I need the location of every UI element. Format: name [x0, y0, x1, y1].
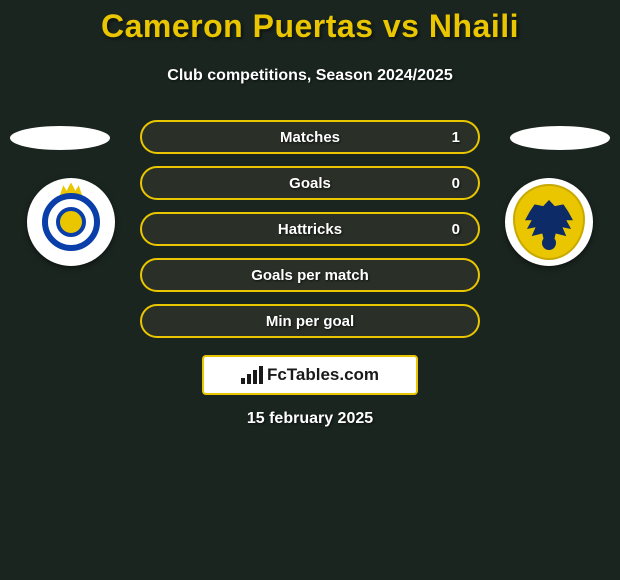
player-right-placeholder — [510, 126, 610, 150]
stat-value: 0 — [452, 221, 460, 238]
brand-label: FcTables.com — [267, 365, 379, 385]
stats-list: Matches 1 Goals 0 Hattricks 0 Goals per … — [140, 120, 480, 350]
player-left-placeholder — [10, 126, 110, 150]
stvv-logo-icon — [513, 184, 585, 260]
stat-label: Goals — [289, 175, 331, 192]
club-logo-left — [27, 178, 115, 266]
stat-label: Matches — [280, 129, 340, 146]
stat-label: Goals per match — [251, 267, 369, 284]
date-label: 15 february 2025 — [0, 410, 620, 428]
subtitle: Club competitions, Season 2024/2025 — [0, 67, 620, 85]
stat-label: Hattricks — [278, 221, 342, 238]
brand-badge[interactable]: FcTables.com — [202, 355, 418, 395]
club-logo-right — [505, 178, 593, 266]
stat-row-hattricks: Hattricks 0 — [140, 212, 480, 246]
stat-row-min-per-goal: Min per goal — [140, 304, 480, 338]
stat-value: 1 — [452, 129, 460, 146]
stat-row-goals-per-match: Goals per match — [140, 258, 480, 292]
page-title: Cameron Puertas vs Nhaili — [0, 0, 620, 45]
stat-label: Min per goal — [266, 313, 354, 330]
stat-row-goals: Goals 0 — [140, 166, 480, 200]
usg-logo-icon — [36, 187, 106, 257]
bar-chart-icon — [241, 366, 263, 384]
stat-value: 0 — [452, 175, 460, 192]
stat-row-matches: Matches 1 — [140, 120, 480, 154]
